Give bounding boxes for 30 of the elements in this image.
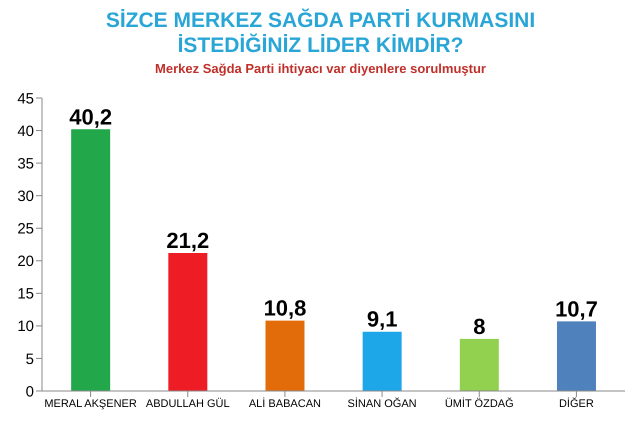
bar — [265, 320, 304, 391]
y-tick-label: 40 — [17, 122, 34, 140]
x-tick-label: DİĞER — [558, 396, 594, 410]
data-label: 10,7 — [555, 296, 598, 322]
data-label: 8 — [473, 314, 486, 339]
bar — [168, 252, 208, 391]
data-label: 40,2 — [69, 104, 112, 130]
x-tick-label: ÜMİT ÖZDAĞ — [444, 396, 514, 410]
data-label: 21,2 — [166, 228, 210, 253]
y-tick-label: 0 — [26, 383, 34, 400]
y-tick-label: 15 — [17, 286, 34, 303]
y-tick-label: 30 — [17, 188, 34, 205]
x-tick-label: ALİ BABACAN — [248, 396, 322, 410]
bar — [460, 338, 499, 391]
x-tick-label: MERAL AKŞENER — [44, 398, 137, 410]
chart-subtitle: Merkez Sağda Parti ihtiyacı var diyenlere sorulmuştur — [154, 61, 487, 76]
y-tick-label: 10 — [17, 318, 34, 336]
y-tick-label: 25 — [17, 220, 34, 238]
data-label: 10,8 — [264, 296, 306, 321]
x-tick-label: SİNAN OĞAN — [348, 396, 417, 410]
chart-title: SİZCE MERKEZ SAĞDA PARTİ KURMASINI İSTEDİĞİNİZ LİDER KİMDİR? — [104, 8, 536, 58]
y-tick-label: 35 — [17, 155, 34, 172]
x-tick-label: ABDULLAH GÜL — [146, 396, 230, 410]
y-tick-label: 20 — [17, 253, 34, 270]
y-tick-label: 5 — [26, 350, 34, 368]
bar — [556, 321, 596, 391]
y-tick-label: 45 — [17, 90, 34, 108]
data-label: 9,1 — [366, 306, 398, 332]
bar — [71, 129, 110, 391]
bar — [362, 332, 402, 391]
